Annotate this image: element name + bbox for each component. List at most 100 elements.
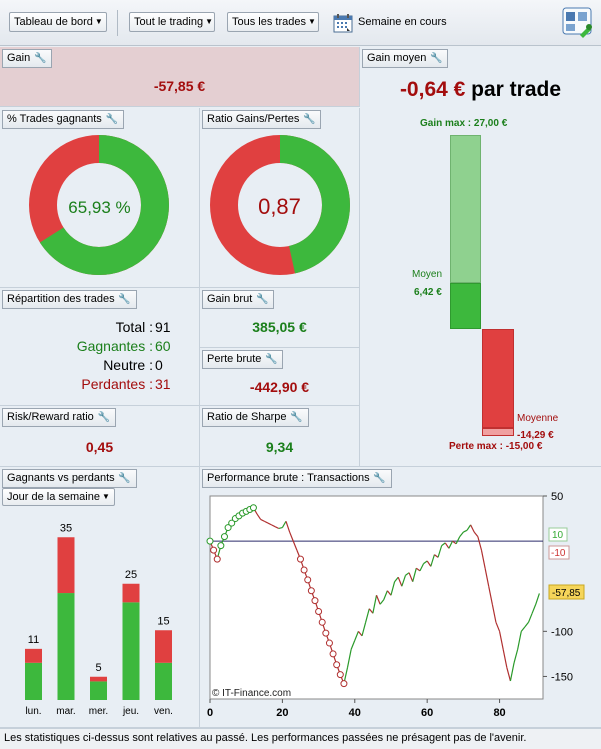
bar-total-label-3: 25 <box>125 569 137 581</box>
repartition-title: Répartition des trades 🔧 <box>2 290 137 309</box>
perf-point-37 <box>340 680 348 688</box>
avg-loss-bar <box>482 329 514 428</box>
gain-value: -57,85 € <box>153 78 206 94</box>
gross-loss-title: Perte brute 🔧 <box>202 350 284 369</box>
gross-gain-title: Gain brut 🔧 <box>202 290 275 309</box>
dashboard-settings-icon[interactable] <box>561 5 595 39</box>
perf-x-tick-4: 80 <box>493 707 505 719</box>
perf-x-ticks: 0 20 40 60 80 <box>207 699 506 719</box>
bar-loss-3 <box>122 583 140 603</box>
trades-dropdown-label: Tous les trades <box>232 16 306 28</box>
ratio-donut-gain <box>210 135 350 275</box>
bar-total-label-2: 5 <box>95 662 101 674</box>
win-pct-title-label: % Trades gagnants <box>7 113 102 125</box>
perf-chart: 0 20 40 60 80 50 -100 -150 © IT-Finance.com 10… <box>206 491 585 719</box>
bar-win-0 <box>25 662 42 700</box>
bar-win-1 <box>57 593 75 700</box>
bar-loss-1 <box>57 537 75 594</box>
sharpe-title-label: Ratio de Sharpe <box>207 411 287 423</box>
gross-loss-title-label: Perte brute <box>207 353 262 365</box>
perf-point-31 <box>318 618 326 626</box>
calendar-icon[interactable] <box>333 13 353 33</box>
perf-point-26 <box>300 566 308 574</box>
perf-point-5 <box>224 524 232 532</box>
perf-title-label: Performance brute : Transactions <box>207 472 370 484</box>
perf-segment-90 <box>531 604 537 614</box>
perf-segment-50 <box>386 590 392 596</box>
wrench-icon[interactable]: 🔧 <box>118 294 131 305</box>
perf-segment-19 <box>274 526 280 530</box>
ratio-donut <box>210 135 350 275</box>
win-pct-title: % Trades gagnants 🔧 <box>2 110 124 129</box>
gross-gain-value: 385,05 € <box>252 319 307 335</box>
win-pct-donut <box>29 135 169 275</box>
wrench-icon[interactable]: 🔧 <box>290 412 303 423</box>
perf-segment-65 <box>441 542 446 547</box>
dashboard-dropdown[interactable]: Tableau de bord ▼ <box>9 12 107 32</box>
wrench-icon[interactable]: 🔧 <box>105 114 119 125</box>
win-pct-donut-win <box>29 135 169 275</box>
weekday-dropdown[interactable]: Jour de la semaine ▼ <box>2 488 115 506</box>
perf-title: Performance brute : Transactions 🔧 <box>202 469 392 488</box>
trades-dropdown[interactable]: Tous les trades ▼ <box>227 12 319 32</box>
perf-segment-75 <box>477 536 483 551</box>
perf-point-2 <box>213 555 221 563</box>
perf-x-tick-3: 60 <box>421 707 433 719</box>
bar-win-4 <box>155 662 172 700</box>
risk-reward-value: 0,45 <box>85 439 114 455</box>
wrench-icon[interactable]: 🔧 <box>303 114 316 125</box>
perf-segment-22 <box>285 521 291 533</box>
weekday-dropdown-label: Jour de la semaine <box>7 491 100 503</box>
period-label[interactable]: Semaine en cours <box>358 16 447 28</box>
perf-watermark: © IT-Finance.com <box>212 688 291 699</box>
sharpe-title: Ratio de Sharpe 🔧 <box>202 408 309 427</box>
perf-badge-red-box <box>548 545 570 560</box>
avg-gain-suffix: par trade <box>471 78 562 101</box>
chevron-down-icon: ▼ <box>101 492 110 501</box>
repartition-title-label: Répartition des trades <box>7 293 115 305</box>
perf-point-28 <box>307 587 315 595</box>
perf-segment-18 <box>271 524 276 528</box>
perf-segment-58 <box>415 567 421 572</box>
wrench-icon[interactable]: 🔧 <box>430 53 443 64</box>
risk-reward-panel: Risk/Reward ratio 🔧 0,45 <box>0 406 200 467</box>
perf-segment-63 <box>434 554 439 558</box>
bar-total-label-4: 15 <box>157 615 169 627</box>
perf-segment-44 <box>365 608 370 623</box>
toolbar: Tableau de bord ▼ Tout le trading ▼ Tous l… <box>0 0 601 46</box>
perf-y-tick-0: 50 <box>551 491 563 503</box>
ratio-title: Ratio Gains/Pertes 🔧 <box>202 110 322 129</box>
perf-segment-60 <box>423 560 428 565</box>
perf-point-4 <box>220 533 228 541</box>
perf-y-tick-2: -150 <box>551 671 573 683</box>
perf-segment-42 <box>357 630 363 637</box>
perf-segment-87 <box>520 626 526 632</box>
perf-segment-70 <box>459 531 464 537</box>
perf-segment-83 <box>506 667 512 682</box>
ratio-value: 0,87 <box>258 194 301 219</box>
repartition-win-value: 60 <box>155 338 171 354</box>
avg-gain-max-label: Gain max : 27,00 € <box>420 118 508 129</box>
perf-segment-79 <box>491 604 497 623</box>
wrench-icon[interactable]: 🔧 <box>34 53 47 64</box>
wrench-icon[interactable]: 🔧 <box>118 473 131 484</box>
trading-dropdown[interactable]: Tout le trading ▼ <box>129 12 215 32</box>
wrench-icon[interactable]: 🔧 <box>373 473 386 484</box>
wrench-icon[interactable]: 🔧 <box>265 354 278 365</box>
perf-segment-20 <box>278 526 283 530</box>
perf-x-tick-1: 20 <box>276 707 288 719</box>
perf-point-30 <box>315 607 323 615</box>
gain-panel: Gain 🔧 -57,85 € <box>0 47 360 107</box>
repartition-total-value: 91 <box>155 319 171 335</box>
perf-point-34 <box>329 650 337 658</box>
bar-category-label-3: jeu. <box>122 706 139 717</box>
chevron-down-icon: ▼ <box>307 17 316 26</box>
chevron-down-icon: ▼ <box>205 17 214 26</box>
perf-point-32 <box>322 629 330 637</box>
perf-segment-76 <box>480 550 486 569</box>
wrench-icon[interactable]: 🔧 <box>256 294 269 305</box>
perf-segment-51 <box>390 581 396 596</box>
gross-loss-value: -442,90 € <box>249 379 310 395</box>
wrench-icon[interactable]: 🔧 <box>97 412 111 423</box>
winlose-chart: 11 lun. 35 mar. 5 mer. 25 jeu. 15 ven. <box>25 522 173 717</box>
